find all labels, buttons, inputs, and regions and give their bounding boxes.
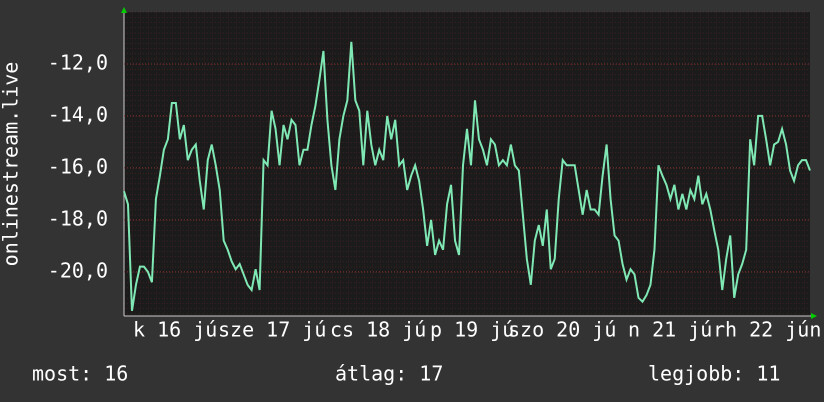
x-tick-label: p 19 jú — [430, 318, 514, 342]
x-tick-label: k 16 jú — [133, 318, 217, 342]
x-tick-label: rh 22 jún — [713, 318, 821, 342]
footer-most: most: 16 — [32, 362, 128, 386]
y-tick-label: -14,0 — [48, 102, 108, 126]
x-tick-label: n 21 jú — [628, 318, 712, 342]
x-tick-label: cs 18 jú — [330, 318, 426, 342]
data-line — [123, 41, 811, 311]
footer-best: legjobb: 11 — [648, 362, 780, 386]
y-tick-label: -16,0 — [48, 154, 108, 178]
y-tick-label: -20,0 — [48, 258, 108, 282]
x-tick-label: sze 17 jú — [218, 318, 326, 342]
minor-grid — [124, 12, 810, 316]
y-tick-label: -18,0 — [48, 206, 108, 230]
footer-average: átlag: 17 — [335, 362, 443, 386]
axis-arrow — [121, 7, 127, 13]
x-tick-label: szo 20 jú — [508, 318, 616, 342]
y-tick-label: -12,0 — [48, 50, 108, 74]
y-axis-label: onlinestream.live — [0, 62, 23, 267]
axis-arrow — [811, 313, 817, 319]
